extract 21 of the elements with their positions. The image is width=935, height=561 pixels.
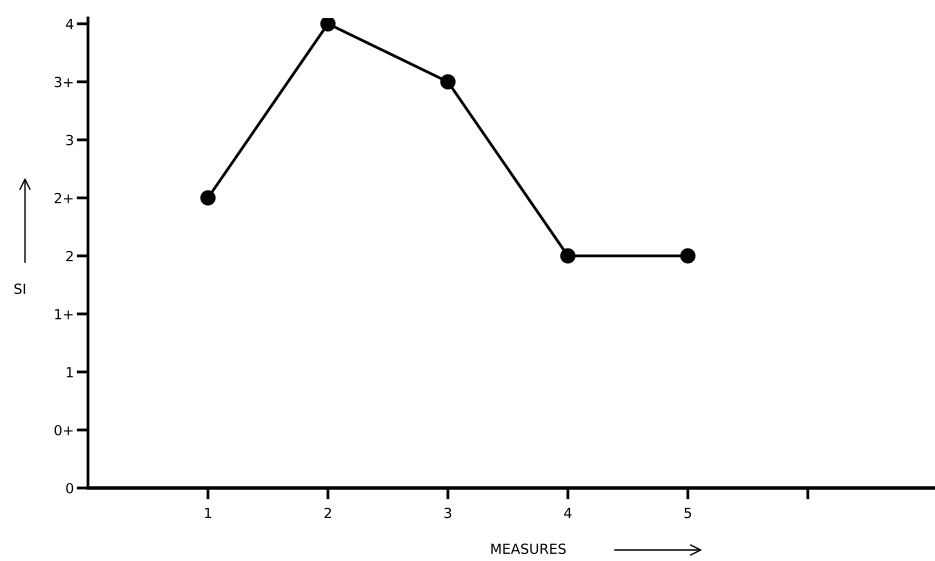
- y-tick-label: 2+: [54, 192, 73, 204]
- y-tick-label: 3+: [54, 76, 73, 88]
- point: [680, 248, 696, 264]
- y-tick-label: 2: [66, 250, 73, 262]
- x-axis-title: MEASURES: [491, 544, 566, 554]
- y-axis-title: SI: [14, 284, 26, 294]
- y-tick-label: 4: [66, 18, 74, 30]
- point: [320, 18, 336, 32]
- y-tick-label: 1: [66, 367, 73, 378]
- y-tick-label: 3: [66, 134, 73, 146]
- point: [200, 190, 216, 206]
- x-tick-label: 3: [444, 508, 452, 518]
- y-tick-label: 0+: [54, 424, 73, 436]
- x-tick-label: 2: [324, 508, 331, 518]
- x-tick-label: 5: [684, 508, 692, 518]
- point: [560, 248, 576, 264]
- y-tick-label: 0: [66, 482, 74, 494]
- x-tick-label: 4: [564, 508, 572, 518]
- x-tick-label: 1: [205, 508, 212, 518]
- point: [440, 74, 456, 90]
- y-tick-label: 1+: [55, 309, 73, 320]
